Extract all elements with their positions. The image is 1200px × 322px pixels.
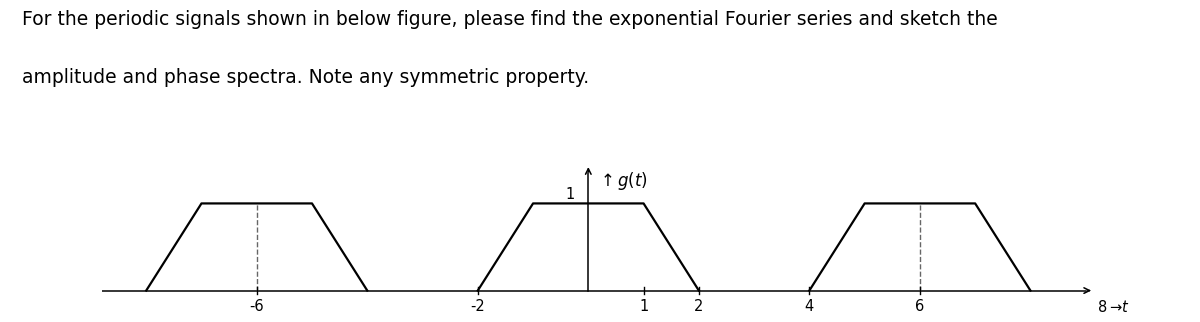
Text: $8 \rightarrow\!\mathit{t}$: $8 \rightarrow\!\mathit{t}$	[1097, 299, 1130, 315]
Text: 1: 1	[638, 299, 648, 314]
Text: 2: 2	[694, 299, 703, 314]
Text: amplitude and phase spectra. Note any symmetric property.: amplitude and phase spectra. Note any sy…	[22, 68, 589, 87]
Text: $\uparrow \mathit{g}(\mathit{t})$: $\uparrow \mathit{g}(\mathit{t})$	[596, 170, 648, 192]
Text: -6: -6	[250, 299, 264, 314]
Text: 6: 6	[916, 299, 924, 314]
Text: 4: 4	[805, 299, 814, 314]
Text: 1: 1	[565, 187, 575, 202]
Text: For the periodic signals shown in below figure, please find the exponential Four: For the periodic signals shown in below …	[22, 10, 997, 29]
Text: -2: -2	[470, 299, 485, 314]
